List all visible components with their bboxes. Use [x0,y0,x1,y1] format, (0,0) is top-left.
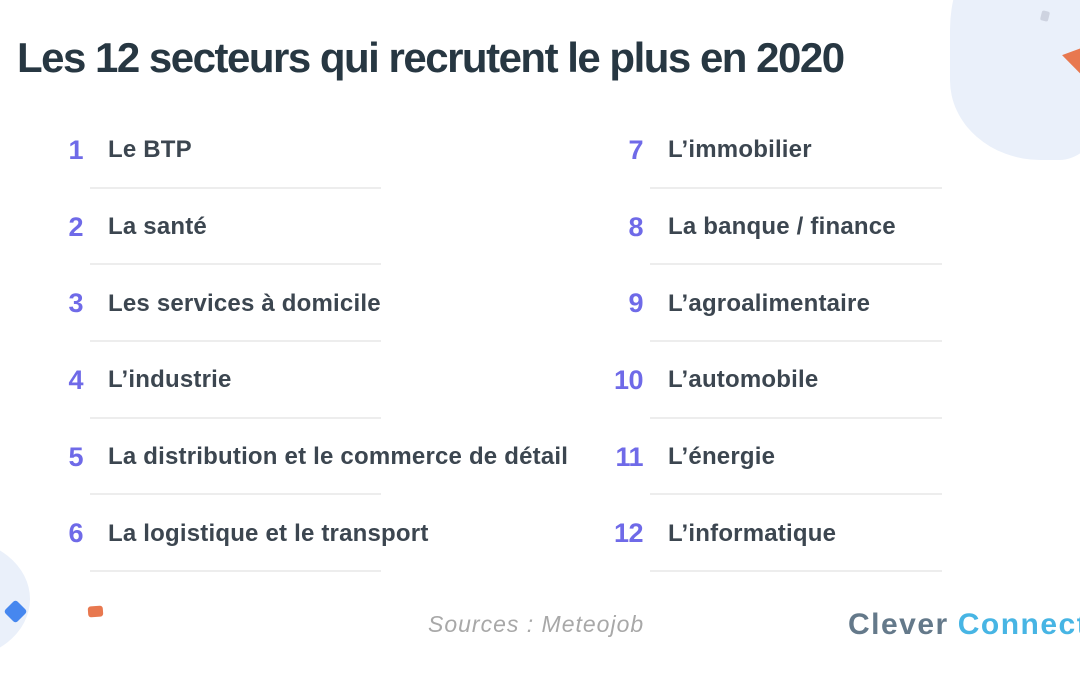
divider-line [90,263,381,266]
sector-label: La logistique et le transport [108,519,429,547]
divider-line [90,570,381,573]
divider-line [650,493,942,496]
sector-rank: 12 [613,518,644,549]
sector-label: L’immobilier [668,136,812,164]
sector-list-right: 7 L’immobilier 8 La banque / finance 9 L… [612,112,942,573]
sector-rank: 3 [68,288,83,319]
blob-top-right [950,0,1080,160]
list-item: 4 L’industrie [52,342,381,419]
sector-label: Le BTP [108,136,192,164]
logo-word-connect: Connect [957,608,1080,641]
divider-line [650,263,942,266]
divider-line [650,416,942,419]
sector-rank: 7 [628,134,643,165]
sector-label: L’énergie [668,443,776,471]
sector-label: Les services à domicile [108,289,381,317]
sector-label: L’informatique [668,519,837,547]
sector-label: La santé [108,213,207,241]
divider-line [90,186,381,189]
sector-label: L’automobile [668,366,819,394]
cleverconnect-logo: Clever Connect [848,608,1080,642]
divider-line [650,186,942,189]
sector-rank: 11 [615,441,643,472]
list-item: 1 Le BTP [52,112,381,189]
sources-caption: Sources : Meteojob [428,611,645,637]
list-item: 11 L’énergie [612,419,942,496]
sector-rank: 10 [613,364,644,395]
sector-label: L’industrie [108,366,232,394]
blob-bottom-left [0,538,30,660]
logo-word-clever: Clever [848,608,949,641]
list-item: 7 L’immobilier [612,112,942,189]
sector-rank: 4 [68,364,83,395]
list-item: 5 La distribution et le commerce de déta… [52,419,568,496]
sector-label: L’agroalimentaire [668,289,871,317]
sector-rank: 8 [628,211,643,242]
sector-rank: 1 [68,134,83,165]
divider-line [90,340,381,343]
divider-line [90,493,381,496]
list-item: 3 Les services à domicile [52,265,381,343]
divider-line [650,570,942,573]
list-item: 9 L’agroalimentaire [612,265,942,343]
list-item: 2 La santé [52,189,381,266]
sector-rank: 5 [68,441,83,472]
sector-rank: 6 [68,518,83,549]
sector-label: La banque / finance [668,213,896,241]
divider-line [650,340,942,343]
orange-square-icon [87,605,104,618]
sector-rank: 2 [68,211,83,242]
list-item: 12 L’informatique [612,495,942,573]
list-item: 6 La logistique et le transport [52,495,428,573]
list-item: 10 L’automobile [612,342,942,419]
sector-list-left: 1 Le BTP 2 La santé 3 Les services à dom… [52,112,568,573]
page-title: Les 12 secteurs qui recrutent le plus en… [17,34,845,81]
divider-line [90,416,381,419]
sector-rank: 9 [628,288,643,319]
list-item: 8 La banque / finance [612,189,942,266]
sector-label: La distribution et le commerce de détail [108,443,569,471]
